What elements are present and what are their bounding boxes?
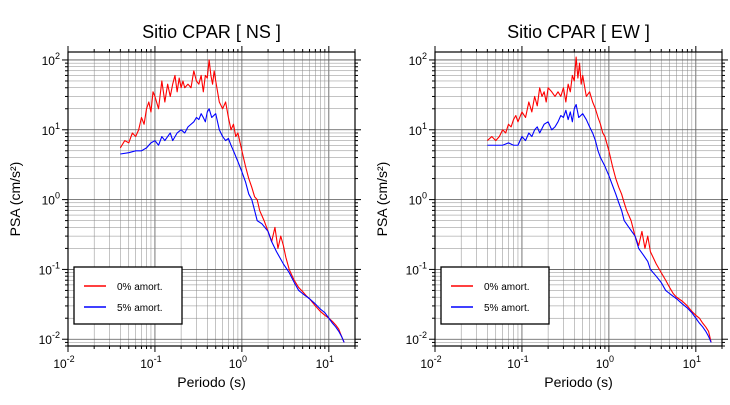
series-line-1 bbox=[119, 59, 345, 343]
y-tick-label: 100 bbox=[409, 191, 427, 208]
chart-panel-2: 10-2 10-1 100 101 10-2 10-1 100 101 102 Sitio CPA… bbox=[374, 22, 728, 390]
legend-label-1: 0% amort. bbox=[484, 282, 530, 293]
y-tick-label: 102 bbox=[42, 51, 60, 68]
legend-label-2: 5% amort. bbox=[484, 303, 530, 314]
series-line-2 bbox=[487, 103, 712, 343]
y-tick-label: 10-2 bbox=[406, 330, 427, 347]
y-axis-label: PSA (cm/s²) bbox=[7, 162, 23, 237]
series-line-2 bbox=[120, 108, 345, 343]
legend-label-1: 0% amort. bbox=[117, 282, 163, 293]
x-axis-label: Periodo (s) bbox=[544, 374, 612, 390]
plot-frame bbox=[67, 51, 356, 347]
y-tick-label: 10-1 bbox=[39, 260, 60, 277]
chart-title: Sitio CPAR [ NS ] bbox=[142, 22, 281, 42]
y-tick-label: 10-1 bbox=[406, 260, 427, 277]
x-tick-label: 10-1 bbox=[507, 354, 528, 371]
legend-label-2: 5% amort. bbox=[117, 303, 163, 314]
y-tick-label: 101 bbox=[42, 121, 60, 138]
grid bbox=[67, 52, 356, 347]
series-group bbox=[486, 56, 712, 343]
legend-box bbox=[73, 266, 183, 325]
x-tick-label: 10-1 bbox=[140, 354, 161, 371]
x-tick-label: 101 bbox=[316, 354, 334, 371]
plot-frame bbox=[434, 51, 723, 347]
y-tick-label: 100 bbox=[42, 191, 60, 208]
x-axis-label: Periodo (s) bbox=[177, 374, 245, 390]
y-axis-label: PSA (cm/s²) bbox=[374, 162, 390, 237]
series-group bbox=[119, 59, 345, 343]
x-tick-label: 101 bbox=[683, 354, 701, 371]
y-tick-label: 10-2 bbox=[39, 330, 60, 347]
chart-title: Sitio CPAR [ EW ] bbox=[507, 22, 650, 42]
series-line-1 bbox=[486, 56, 712, 343]
chart-panel-1: 10-2 10-1 100 101 10-2 10-1 100 101 102 Sitio CPA… bbox=[7, 22, 361, 390]
x-tick-label: 10-2 bbox=[53, 354, 74, 371]
legend-box bbox=[440, 266, 550, 325]
x-tick-label: 10-2 bbox=[420, 354, 441, 371]
x-tick-label: 100 bbox=[596, 354, 614, 371]
y-tick-label: 101 bbox=[409, 121, 427, 138]
x-tick-label: 100 bbox=[229, 354, 247, 371]
y-tick-label: 102 bbox=[409, 51, 427, 68]
